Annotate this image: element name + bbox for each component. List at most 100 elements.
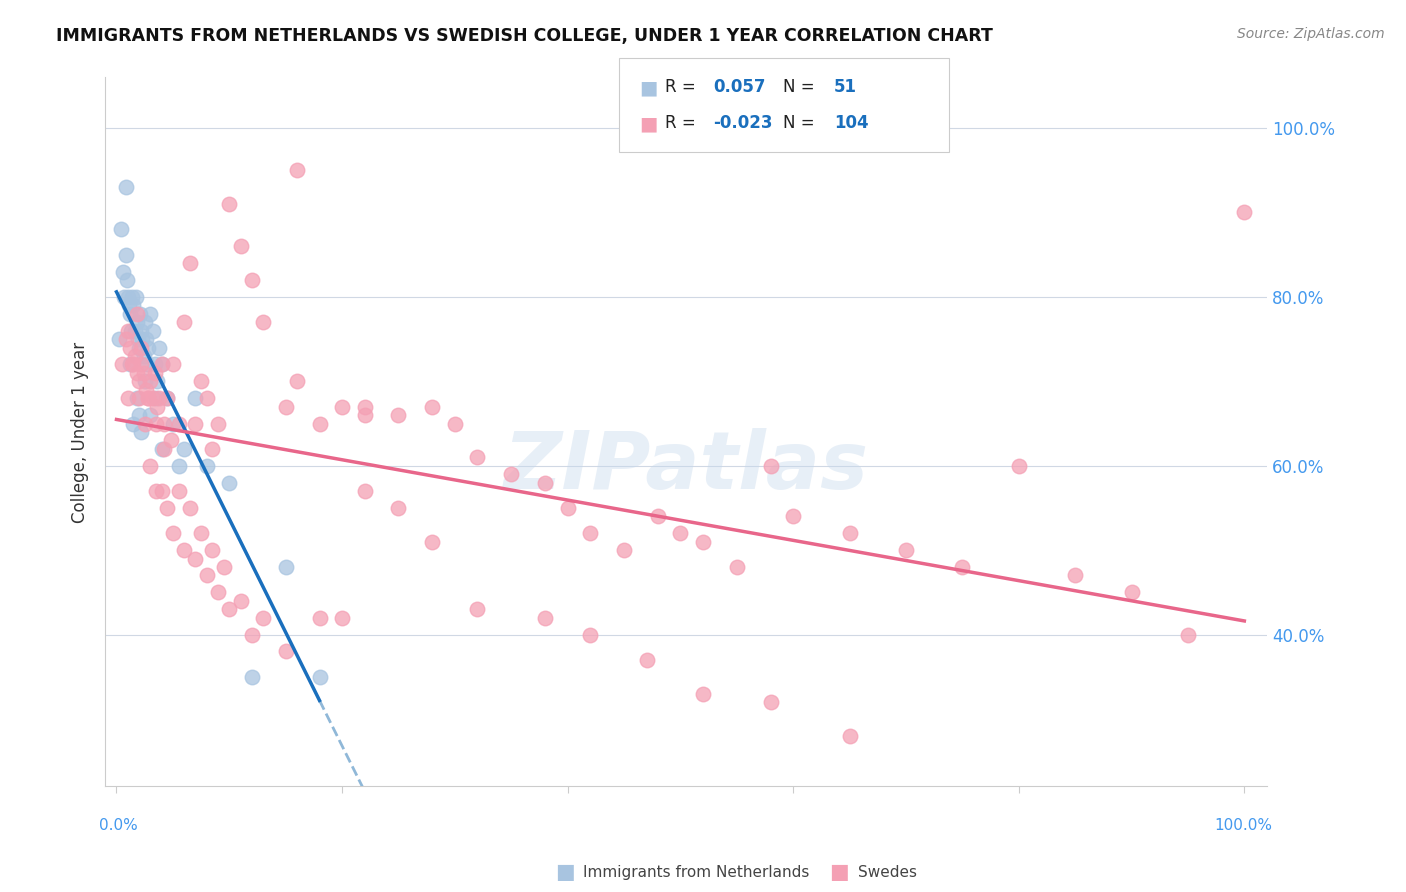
Point xyxy=(274,400,297,414)
Point xyxy=(121,358,143,372)
Point xyxy=(127,332,149,346)
Point xyxy=(145,391,167,405)
Point xyxy=(692,687,714,701)
Point xyxy=(274,644,297,658)
Point xyxy=(387,500,409,515)
Point xyxy=(131,341,153,355)
Point xyxy=(153,417,176,431)
Point xyxy=(112,264,135,278)
Point xyxy=(156,391,179,405)
Point xyxy=(184,391,207,405)
Point xyxy=(156,500,179,515)
Point xyxy=(114,248,136,262)
Point xyxy=(110,222,132,236)
Point xyxy=(135,383,157,397)
Point xyxy=(125,315,148,329)
Point xyxy=(142,324,165,338)
Point xyxy=(534,475,557,490)
Point xyxy=(1177,627,1199,641)
Point xyxy=(125,366,148,380)
Point xyxy=(136,391,159,405)
Point xyxy=(111,358,134,372)
Point xyxy=(148,391,170,405)
Point xyxy=(207,417,229,431)
Point xyxy=(159,434,181,448)
Point xyxy=(118,341,141,355)
Point xyxy=(838,526,860,541)
Text: N =: N = xyxy=(783,114,814,132)
Point xyxy=(285,374,308,388)
Point xyxy=(112,290,135,304)
Text: Source: ZipAtlas.com: Source: ZipAtlas.com xyxy=(1237,27,1385,41)
Point xyxy=(950,560,973,574)
Text: 100.0%: 100.0% xyxy=(1215,818,1272,833)
Point xyxy=(207,585,229,599)
Point xyxy=(467,450,489,465)
Text: ■: ■ xyxy=(830,863,849,882)
Point xyxy=(173,315,195,329)
Point xyxy=(148,341,170,355)
Point xyxy=(330,400,353,414)
Point xyxy=(131,358,153,372)
Point xyxy=(143,366,166,380)
Point xyxy=(114,180,136,194)
Point xyxy=(1064,568,1087,582)
Text: IMMIGRANTS FROM NETHERLANDS VS SWEDISH COLLEGE, UNDER 1 YEAR CORRELATION CHART: IMMIGRANTS FROM NETHERLANDS VS SWEDISH C… xyxy=(56,27,993,45)
Point xyxy=(135,332,157,346)
Point xyxy=(146,400,169,414)
Point xyxy=(669,526,692,541)
Point xyxy=(1008,458,1031,473)
Point xyxy=(125,307,148,321)
Point xyxy=(501,467,523,482)
Text: ZIPatlas: ZIPatlas xyxy=(503,428,869,507)
Point xyxy=(117,391,139,405)
Point xyxy=(131,332,153,346)
Point xyxy=(894,543,917,558)
Point xyxy=(229,594,252,608)
Point xyxy=(252,610,274,624)
Point xyxy=(117,324,139,338)
Point xyxy=(240,670,263,684)
Text: R =: R = xyxy=(665,78,696,96)
Point xyxy=(125,391,148,405)
Text: 51: 51 xyxy=(834,78,856,96)
Point xyxy=(139,408,162,422)
Point xyxy=(150,358,173,372)
Point xyxy=(134,374,156,388)
Point xyxy=(107,332,129,346)
Point xyxy=(139,307,162,321)
Point xyxy=(134,315,156,329)
Point xyxy=(218,475,240,490)
Point xyxy=(212,560,235,574)
Point xyxy=(195,458,218,473)
Text: N =: N = xyxy=(783,78,814,96)
Point xyxy=(136,391,159,405)
Point xyxy=(274,560,297,574)
Point xyxy=(613,543,636,558)
Point xyxy=(167,458,190,473)
Point xyxy=(162,526,184,541)
Point xyxy=(201,543,224,558)
Point xyxy=(153,442,176,456)
Point xyxy=(117,290,139,304)
Point xyxy=(353,484,375,499)
Point xyxy=(150,442,173,456)
Point xyxy=(122,358,145,372)
Point xyxy=(139,374,162,388)
Point xyxy=(184,417,207,431)
Point xyxy=(308,417,330,431)
Point xyxy=(692,534,714,549)
Point xyxy=(579,627,602,641)
Text: 104: 104 xyxy=(834,114,869,132)
Point xyxy=(190,526,212,541)
Point xyxy=(146,374,169,388)
Point xyxy=(420,400,443,414)
Point xyxy=(118,307,141,321)
Point xyxy=(136,341,159,355)
Point xyxy=(173,543,195,558)
Point xyxy=(534,610,557,624)
Point xyxy=(557,500,579,515)
Text: ■: ■ xyxy=(640,78,658,97)
Point xyxy=(190,374,212,388)
Point xyxy=(647,509,669,524)
